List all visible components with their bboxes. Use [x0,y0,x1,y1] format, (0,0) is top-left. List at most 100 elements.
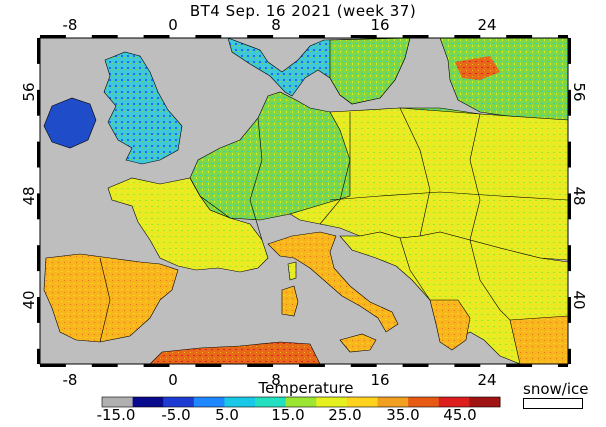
frame-tick [37,38,40,64]
legend-tick-label: -5.0 [161,406,190,424]
lat-tick-right: 40 [570,290,588,309]
lon-tick-bottom: 8 [271,371,281,389]
lat-tick-right: 48 [570,186,588,205]
estonia-latvia-land [455,56,500,80]
lon-tick-top: 16 [370,16,389,34]
snow-ice-label: snow/ice [523,380,589,398]
lat-tick-left: 40 [20,290,38,309]
legend-title: Temperature [258,379,354,397]
frame-tick [568,38,571,64]
lat-tick-right: 56 [570,82,588,101]
frame-tick [37,297,40,323]
frame-tick [37,141,40,168]
frame-tick [299,35,325,38]
ireland-land [43,97,97,149]
lat-tick-left: 56 [20,82,38,101]
land-temperature-field [43,38,568,364]
frame-tick [558,35,568,38]
legend-swatch [408,397,440,407]
legend-swatch [193,397,225,407]
frame-tick [91,35,118,38]
lon-tick-top: 24 [477,16,496,34]
legend-tick-label: 15.0 [271,406,304,424]
lat-tick-left: 48 [20,186,38,205]
frame-tick [506,364,533,367]
lon-tick-bottom: -8 [63,371,78,389]
frame-tick [40,364,66,367]
frame-tick [568,89,571,116]
frame-tick [195,35,222,38]
frame-tick [454,35,481,38]
legend-swatch [469,397,501,407]
lon-tick-bottom: 24 [477,371,496,389]
legend-swatch [163,397,195,407]
lat-ticks-left: 56 48 40 [20,82,38,309]
legend-bar-border [101,396,501,408]
legend-tick-labels: -15.0 -5.0 5.0 15.0 25.0 35.0 45.0 [97,406,477,424]
legend-tick-label: 25.0 [328,406,361,424]
lon-ticks-bottom: -8 0 8 16 24 [63,371,497,389]
lon-tick-top: -8 [63,16,78,34]
lon-tick-bottom: 16 [370,371,389,389]
legend-swatch [132,397,164,407]
frame-tick [568,348,571,364]
frame-tick [143,35,170,38]
lon-tick-top: 0 [168,16,178,34]
sweden-south-land [329,38,411,105]
legend-swatch [285,397,317,407]
snow-ice-swatch [523,398,583,409]
legend-swatch [346,397,379,407]
greece-land [429,299,471,351]
frame-tick-marks [37,35,571,367]
frame-tick [40,35,66,38]
legend-tick-label: 5.0 [215,406,239,424]
north-africa-land [149,341,321,364]
frame-tick [558,364,568,367]
lon-tick-bottom: 0 [168,371,178,389]
map-title: BT4 Sep. 16 2021 (week 37) [189,2,417,20]
frame-tick [568,193,571,220]
frame-tick [402,35,429,38]
frame-tick [568,245,571,272]
sardinia-land [281,285,299,317]
frame-tick [350,35,377,38]
frame-tick [247,364,274,367]
lon-ticks-top: -8 0 8 16 24 [63,16,497,34]
turkey-land [509,315,568,364]
legend-swatch [102,397,134,407]
great-britain-land [103,51,183,165]
frame-tick [37,193,40,220]
frame-tick [402,364,429,367]
frame-tick [299,364,325,367]
frame-tick [568,297,571,323]
iberia-land [43,253,179,343]
frame-tick [247,35,274,38]
finland-baltic-land [439,38,568,121]
frame-tick [454,364,481,367]
legend-swatch [255,397,287,407]
frame-tick [568,141,571,168]
frame-tick [195,364,222,367]
frame-tick [37,245,40,272]
frame-tick [37,348,40,364]
legend-swatch [224,397,256,407]
legend-color-bar [101,396,501,408]
lon-tick-top: 8 [271,16,281,34]
sicily-land [339,333,377,353]
italy-land [267,231,399,333]
legend-tick-label: -15.0 [97,406,136,424]
frame-tick [37,89,40,116]
frame-tick [91,364,118,367]
legend-tick-label: 35.0 [386,406,419,424]
balkans-land [339,231,568,364]
lat-ticks-right: 56 48 40 [570,82,588,309]
corsica-land [287,261,297,281]
legend-swatch [438,397,470,407]
frame-tick [506,35,533,38]
country-borders [99,107,568,343]
frame-tick [143,364,170,367]
frame-tick [350,364,377,367]
legend-tick-label: 45.0 [443,406,476,424]
legend-swatch [377,397,409,407]
